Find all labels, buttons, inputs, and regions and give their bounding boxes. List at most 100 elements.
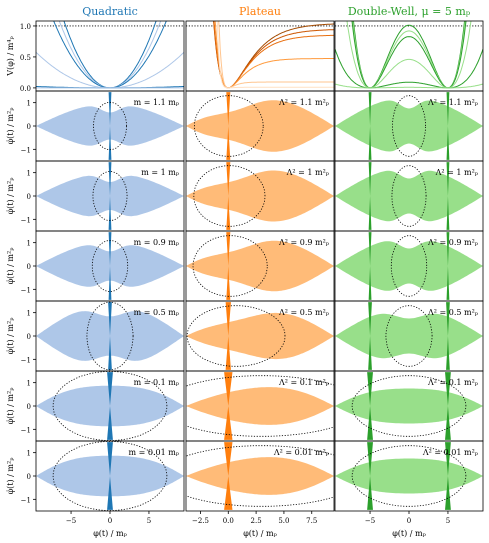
phase-boundary-quadratic-6: [52, 441, 168, 511]
panel-label-quadratic-1: m = 1.1 mₚ: [134, 98, 179, 107]
y-tick-label: 1: [27, 310, 31, 318]
y-axis-label-phase: φ̇(t) / m²ₚ: [6, 318, 15, 355]
phase-region-doublewell-2: [335, 170, 483, 222]
phase-core-doublewell-6-0: [367, 442, 373, 510]
panel-quadratic-row-5: m = 0.1 mₚ −1 0 1 φ̇(t) / m²ₚ: [6, 370, 185, 442]
panel-plateau-row-3: Λ² = 0.9 m²ₚ: [185, 230, 335, 302]
panel-doublewell-row-6: Λ² = 0.01 m²ₚ −5 0 5: [334, 440, 484, 525]
phase-region-plateau-4: [186, 312, 334, 360]
panel-doublewell-row-1: Λ² = 1.1 m²ₚ: [334, 90, 484, 162]
phase-boundary-plateau-1: [193, 95, 264, 157]
panel-doublewell-row-3: Λ² = 0.9 m²ₚ: [334, 230, 484, 302]
panel-label-plateau-4: Λ² = 0.5 m²ₚ: [278, 308, 329, 317]
phase-boundary-quadratic-3: [91, 240, 129, 292]
y-axis-label-potential: V(φ) / m⁴ₚ: [6, 36, 15, 76]
x-tick-label: 0.0: [223, 517, 234, 525]
x-tick-label: 2.5: [251, 517, 262, 525]
phase-region-plateau-6: [186, 457, 334, 495]
panel-plateau-row-4: Λ² = 0.5 m²ₚ: [185, 300, 335, 372]
phase-core-plateau-1-0: [226, 92, 231, 160]
phase-core-plateau-4-0: [225, 302, 231, 370]
panel-label-doublewell-3: Λ² = 0.9 m²ₚ: [427, 238, 478, 247]
y-tick-label: 1: [27, 100, 31, 108]
phase-region-doublewell-6: [335, 458, 483, 494]
phase-core-doublewell-3-1: [446, 232, 450, 300]
potential-curve-plateau-1: [213, 21, 334, 89]
panel-doublewell-row-0: [334, 20, 484, 92]
y-tick-label: −1: [21, 356, 31, 364]
phase-core-doublewell-5-1: [445, 372, 451, 440]
x-tick-label: 7.5: [306, 517, 317, 525]
phase-core-plateau-3-0: [226, 232, 231, 300]
potential-curve-plateau-4: [218, 21, 334, 89]
x-tick-label: −2.5: [192, 517, 209, 525]
phase-core-quadratic-6-0: [107, 442, 113, 510]
phase-region-plateau-5: [186, 387, 334, 425]
phase-boundary-plateau-3: [192, 235, 268, 297]
panel-label-plateau-6: Λ² = 0.01 m²ₚ: [273, 448, 329, 457]
panel-plateau-row-5: Λ² = 0.1 m²ₚ: [185, 370, 335, 442]
x-axis-label-double-well: φ(t) / mₚ: [392, 529, 426, 538]
panel-label-quadratic-3: m = 0.9 mₚ: [134, 238, 179, 247]
phase-boundary-doublewell-4: [385, 305, 433, 367]
phase-boundary-plateau-5: [186, 375, 334, 437]
panel-quadratic-row-3: m = 0.9 mₚ −1 0 1 φ̇(t) / m²ₚ: [6, 230, 185, 302]
potential-curve-doublewell-3: [346, 21, 472, 89]
column-titles: Quadratic Plateau Double-Well, μ = 5 mₚ: [82, 5, 471, 18]
phase-core-quadratic-1-0: [108, 92, 112, 160]
phase-core-plateau-6-0: [224, 442, 233, 510]
y-tick-label: 1: [27, 240, 31, 248]
y-tick-label: −1: [21, 426, 31, 434]
panel-quadratic-row-0: 0.0 0.5 1.0: [20, 20, 185, 93]
potential-curve-quadratic-1: [58, 21, 162, 89]
y-tick-label: 1.0: [20, 23, 31, 31]
phase-boundary-doublewell-6: [351, 445, 467, 507]
x-tick-label: −5: [66, 517, 76, 525]
potential-curve-doublewell-2: [351, 21, 467, 89]
panel-label-plateau-5: Λ² = 0.1 m²ₚ: [278, 378, 329, 387]
phase-region-doublewell-1: [335, 100, 483, 152]
phase-region-quadratic-4: [36, 311, 184, 361]
phase-core-quadratic-2-0: [108, 162, 112, 230]
panel-plateau-row-0: [185, 20, 335, 92]
phase-boundary-plateau-6: [186, 445, 334, 507]
phase-region-plateau-2: [186, 170, 334, 222]
y-axis-label-phase: φ̇(t) / m²ₚ: [6, 178, 15, 215]
y-tick-label: 1: [27, 170, 31, 178]
panel-label-doublewell-1: Λ² = 1.1 m²ₚ: [427, 98, 478, 107]
panel-quadratic-row-6: m = 0.01 mₚ −1 0 1 φ̇(t) / m²ₚ −5 0 5: [6, 440, 185, 525]
y-axis-label-phase: φ̇(t) / m²ₚ: [6, 458, 15, 495]
y-tick-label: 1: [27, 450, 31, 458]
panel-quadratic-row-4: m = 0.5 mₚ −1 0 1 φ̇(t) / m²ₚ: [6, 300, 185, 372]
phase-region-quadratic-2: [36, 175, 184, 217]
potential-curve-plateau-3: [214, 21, 334, 89]
potential-curve-quadratic-3: [36, 51, 184, 89]
phase-boundary-doublewell-3: [390, 235, 428, 297]
panel-label-quadratic-6: m = 0.01 mₚ: [128, 448, 179, 457]
phase-boundary-quadratic-5: [52, 371, 168, 441]
y-tick-label: 1: [27, 380, 31, 388]
y-tick-label: 0: [27, 193, 31, 201]
y-tick-label: 0.5: [20, 54, 31, 62]
y-axis-label-phase: φ̇(t) / m²ₚ: [6, 108, 15, 145]
panel-plateau-row-2: Λ² = 1 m²ₚ: [185, 160, 335, 232]
y-tick-label: 0: [27, 263, 31, 271]
x-tick-label: −5: [365, 517, 375, 525]
phase-region-plateau-3: [186, 240, 334, 292]
y-tick-label: −1: [21, 286, 31, 294]
x-axis-label-quadratic: φ(t) / mₚ: [93, 529, 127, 538]
phase-core-doublewell-2-1: [446, 162, 450, 230]
phase-core-doublewell-4-0: [368, 302, 372, 370]
panel-label-plateau-2: Λ² = 1 m²ₚ: [286, 168, 329, 177]
phase-boundary-quadratic-4: [86, 301, 134, 371]
panel-label-quadratic-4: m = 0.5 mₚ: [134, 308, 179, 317]
x-tick-label: 5.0: [278, 517, 289, 525]
y-axis-label-phase: φ̇(t) / m²ₚ: [6, 248, 15, 285]
phase-region-quadratic-1: [36, 106, 184, 146]
y-tick-label: −1: [21, 496, 31, 504]
panel-label-plateau-3: Λ² = 0.9 m²ₚ: [278, 238, 329, 247]
phase-region-plateau-1: [186, 100, 334, 152]
phase-region-doublewell-4: [335, 313, 483, 359]
potential-curve-plateau-5: [216, 21, 334, 89]
